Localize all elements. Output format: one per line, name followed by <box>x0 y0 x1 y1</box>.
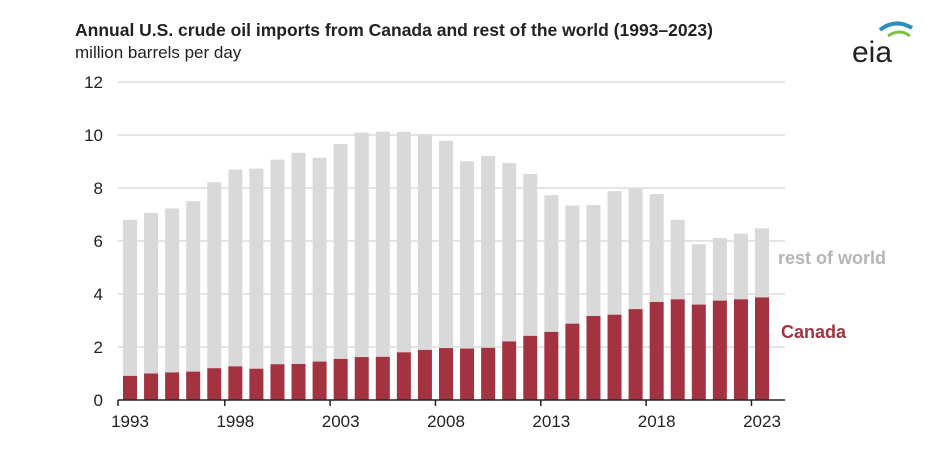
bar-canada-2022 <box>733 299 748 400</box>
bar-canada-1997 <box>207 368 222 400</box>
bar-rest-of-world-1995 <box>165 208 180 373</box>
x-tick-label: 2008 <box>427 412 465 431</box>
bar-canada-2014 <box>565 323 580 400</box>
bar-rest-of-world-2016 <box>607 191 622 315</box>
bar-rest-of-world-1994 <box>144 212 159 374</box>
bar-rest-of-world-2007 <box>417 134 432 350</box>
bar-rest-of-world-2006 <box>396 131 411 353</box>
bar-rest-of-world-2003 <box>333 144 348 359</box>
legend-rest-of-world: rest of world <box>778 248 886 268</box>
bar-rest-of-world-1999 <box>249 168 264 369</box>
bar-rest-of-world-2008 <box>439 140 453 349</box>
bar-canada-2013 <box>544 331 559 400</box>
bar-rest-of-world-2019 <box>670 219 685 300</box>
bar-canada-1994 <box>144 373 159 400</box>
bar-canada-1999 <box>249 368 264 400</box>
bar-canada-1998 <box>228 366 243 400</box>
bar-rest-of-world-2014 <box>565 205 580 324</box>
bar-canada-2002 <box>312 361 327 400</box>
bar-rest-of-world-2020 <box>691 244 706 305</box>
bar-canada-2012 <box>523 335 538 400</box>
y-tick-label: 0 <box>94 391 103 410</box>
bar-rest-of-world-2015 <box>586 204 601 316</box>
bar-canada-2019 <box>670 299 685 400</box>
bar-canada-2023 <box>755 297 769 400</box>
bar-canada-2006 <box>396 352 411 400</box>
x-tick-label: 2003 <box>322 412 360 431</box>
bar-canada-2007 <box>417 349 432 400</box>
bar-rest-of-world-2013 <box>544 195 559 332</box>
bar-canada-2017 <box>628 309 643 400</box>
bar-rest-of-world-1996 <box>186 201 201 372</box>
bar-canada-2016 <box>607 314 622 400</box>
bar-canada-2001 <box>291 363 306 400</box>
svg-text:eia: eia <box>852 36 892 68</box>
y-tick-label: 8 <box>94 179 103 198</box>
bar-canada-2004 <box>354 357 369 400</box>
chart-title: Annual U.S. crude oil imports from Canad… <box>75 20 713 40</box>
bar-rest-of-world-2017 <box>628 188 643 310</box>
y-tick-label: 2 <box>94 338 103 357</box>
bar-canada-2000 <box>270 364 285 400</box>
bar-canada-2015 <box>586 315 601 400</box>
bar-canada-2020 <box>691 304 706 400</box>
bar-canada-2003 <box>333 358 348 400</box>
y-tick-label: 6 <box>94 232 103 251</box>
bar-rest-of-world-2001 <box>291 152 306 364</box>
bar-rest-of-world-2002 <box>312 157 327 362</box>
bar-rest-of-world-2004 <box>354 132 369 358</box>
bar-rest-of-world-2005 <box>375 131 390 357</box>
bar-canada-2008 <box>439 348 453 400</box>
x-tick-label: 1993 <box>111 412 149 431</box>
x-tick-label: 2023 <box>743 412 781 431</box>
bar-canada-2005 <box>375 356 390 400</box>
x-tick-label: 2018 <box>638 412 676 431</box>
y-tick-label: 4 <box>94 285 103 304</box>
x-tick-label: 2013 <box>532 412 570 431</box>
bar-canada-2011 <box>502 341 517 400</box>
bar-canada-1995 <box>165 372 180 400</box>
y-tick-label: 10 <box>84 126 103 145</box>
bar-canada-2010 <box>481 347 496 400</box>
x-tick-label: 1998 <box>216 412 254 431</box>
bar-rest-of-world-2000 <box>270 159 285 365</box>
bar-rest-of-world-1997 <box>207 182 222 369</box>
eia-logo: eia <box>852 21 914 68</box>
legend-canada: Canada <box>781 322 847 342</box>
bar-rest-of-world-2012 <box>523 173 538 336</box>
bar-rest-of-world-1998 <box>228 169 243 367</box>
bar-canada-2009 <box>460 348 475 400</box>
bar-canada-2018 <box>649 301 664 400</box>
bar-rest-of-world-2021 <box>712 238 727 301</box>
bar-rest-of-world-2009 <box>460 161 475 349</box>
bar-rest-of-world-2022 <box>733 233 748 300</box>
y-tick-label: 12 <box>84 73 103 92</box>
bar-canada-2021 <box>712 300 727 400</box>
y-axis-unit-label: million barrels per day <box>75 43 242 62</box>
bar-canada-1996 <box>186 371 201 400</box>
bar-rest-of-world-2010 <box>481 155 496 348</box>
bar-canada-1993 <box>123 375 137 400</box>
bar-rest-of-world-2018 <box>649 194 664 302</box>
bar-rest-of-world-2023 <box>755 228 769 298</box>
bar-rest-of-world-2011 <box>502 163 517 342</box>
bar-rest-of-world-1993 <box>123 219 137 376</box>
